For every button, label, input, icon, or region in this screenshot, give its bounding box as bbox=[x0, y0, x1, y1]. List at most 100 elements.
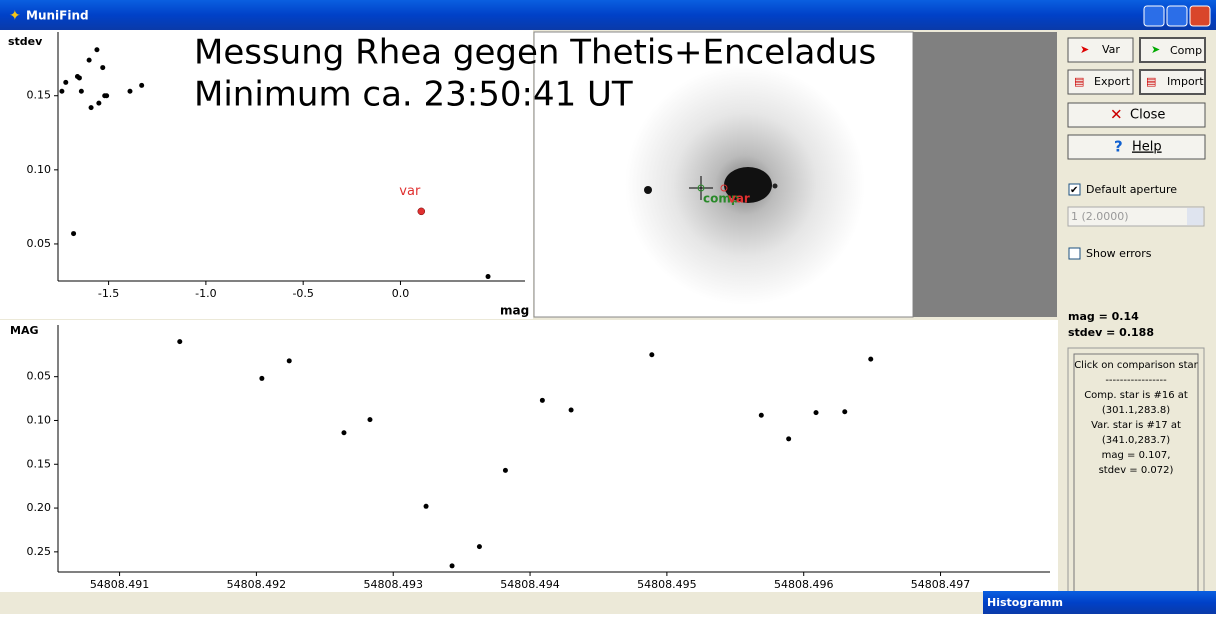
title-bar bbox=[0, 0, 1216, 30]
data-point bbox=[485, 274, 491, 280]
data-point bbox=[649, 352, 655, 358]
icon: ? bbox=[1114, 138, 1123, 156]
data-point bbox=[100, 65, 106, 71]
data-point bbox=[539, 397, 545, 403]
data-point bbox=[78, 88, 84, 94]
help-button[interactable] bbox=[1067, 134, 1206, 160]
star bbox=[772, 183, 778, 189]
data-point bbox=[86, 57, 92, 63]
info-line: Var. star is #17 at bbox=[1091, 420, 1181, 431]
info-line: (301.1,283.8) bbox=[1102, 405, 1170, 416]
export-button[interactable] bbox=[1067, 69, 1134, 95]
icon: ✕ bbox=[1110, 106, 1123, 124]
x-tick-label: 54808.495 bbox=[637, 578, 697, 591]
x-tick-label: 54808.496 bbox=[774, 578, 834, 591]
import-button[interactable] bbox=[1139, 69, 1206, 95]
taskbar-title: Histogramm bbox=[987, 596, 1063, 609]
var-button[interactable] bbox=[1067, 37, 1134, 63]
button-label: Var bbox=[1102, 43, 1120, 56]
x-tick-label: 54808.497 bbox=[911, 578, 971, 591]
data-point bbox=[71, 231, 77, 237]
y-tick-label: 0.10 bbox=[27, 163, 52, 176]
comp-label: comp bbox=[703, 192, 740, 206]
data-point bbox=[502, 467, 508, 473]
y-tick-label: 0.25 bbox=[27, 545, 52, 558]
check-mark: ✔ bbox=[1070, 185, 1078, 196]
window-title: MuniFind bbox=[26, 9, 89, 23]
button-label: Export bbox=[1094, 75, 1131, 88]
x-axis-label: mag bbox=[500, 304, 529, 318]
y-tick-label: 0.05 bbox=[27, 370, 52, 383]
data-point bbox=[76, 75, 82, 81]
button-label: Help bbox=[1132, 140, 1162, 155]
highlight-label: var bbox=[399, 184, 421, 199]
info-line: Click on comparison star bbox=[1074, 360, 1198, 371]
icon: ▤ bbox=[1146, 75, 1156, 88]
info-box-inner bbox=[1073, 353, 1199, 595]
comp-button[interactable] bbox=[1139, 37, 1206, 63]
aperture-select[interactable] bbox=[1067, 206, 1205, 227]
data-point bbox=[367, 417, 373, 423]
data-point bbox=[139, 82, 145, 88]
taskbar-window[interactable] bbox=[983, 591, 1216, 614]
data-point bbox=[96, 100, 102, 106]
checkbox-label: Show errors bbox=[1086, 247, 1152, 260]
x-tick-label: -1.5 bbox=[98, 287, 119, 300]
checkbox-label: Default aperture bbox=[1086, 183, 1177, 196]
select-value: 1 (2.0000) bbox=[1071, 210, 1129, 223]
data-point bbox=[59, 88, 65, 94]
readout: stdev = 0.188 bbox=[1068, 326, 1154, 339]
x-tick-label: 54808.493 bbox=[363, 578, 423, 591]
checkbox[interactable] bbox=[1068, 247, 1081, 260]
select-arrow[interactable] bbox=[1187, 208, 1203, 225]
x-tick-label: -1.0 bbox=[195, 287, 216, 300]
image-background bbox=[913, 32, 1057, 317]
data-point bbox=[286, 358, 292, 364]
annotation: Minimum ca. 23:50:41 UT bbox=[194, 75, 633, 115]
highlight-point bbox=[417, 207, 426, 216]
data-point bbox=[813, 410, 819, 416]
planet bbox=[724, 167, 772, 203]
info-line: ----------------- bbox=[1105, 375, 1167, 386]
data-point bbox=[259, 375, 265, 381]
y-tick-label: 0.15 bbox=[27, 457, 52, 470]
checkbox[interactable] bbox=[1068, 183, 1081, 196]
app-icon: ✦ bbox=[9, 8, 21, 24]
data-point bbox=[177, 339, 183, 345]
data-point bbox=[476, 544, 482, 550]
icon: ▤ bbox=[1074, 75, 1084, 88]
x-tick-label: 54808.494 bbox=[500, 578, 560, 591]
info-line: (341.0,283.7) bbox=[1102, 435, 1170, 446]
data-point bbox=[104, 93, 110, 99]
button-label: Comp bbox=[1170, 44, 1202, 57]
button-label: Close bbox=[1130, 108, 1165, 123]
data-point bbox=[758, 412, 764, 418]
maximize-button[interactable] bbox=[1166, 5, 1188, 27]
data-point bbox=[341, 430, 347, 436]
data-point bbox=[94, 47, 100, 53]
data-point bbox=[568, 407, 574, 413]
y-tick-label: 0.10 bbox=[27, 413, 52, 426]
close-window-button[interactable] bbox=[1189, 5, 1211, 27]
button-label: Import bbox=[1167, 75, 1204, 88]
data-point bbox=[127, 88, 133, 94]
close-button[interactable] bbox=[1067, 102, 1206, 128]
x-tick-label: 54808.491 bbox=[90, 578, 150, 591]
star bbox=[644, 186, 652, 194]
info-line: Comp. star is #16 at bbox=[1084, 390, 1188, 401]
data-point bbox=[423, 503, 429, 509]
data-point bbox=[449, 563, 455, 569]
data-point bbox=[842, 409, 848, 415]
x-tick-label: 54808.492 bbox=[227, 578, 287, 591]
data-point bbox=[88, 105, 94, 111]
info-text: Click on comparison star ----------------… bbox=[1074, 360, 1198, 476]
data-point bbox=[63, 79, 69, 85]
readout: mag = 0.14 bbox=[1068, 310, 1139, 323]
info-line: stdev = 0.072) bbox=[1099, 465, 1174, 476]
var-marker bbox=[720, 184, 728, 192]
light-curve-panel bbox=[0, 320, 1058, 592]
data-point bbox=[786, 436, 792, 442]
data-point bbox=[868, 356, 874, 362]
minimize-button[interactable] bbox=[1143, 5, 1165, 27]
